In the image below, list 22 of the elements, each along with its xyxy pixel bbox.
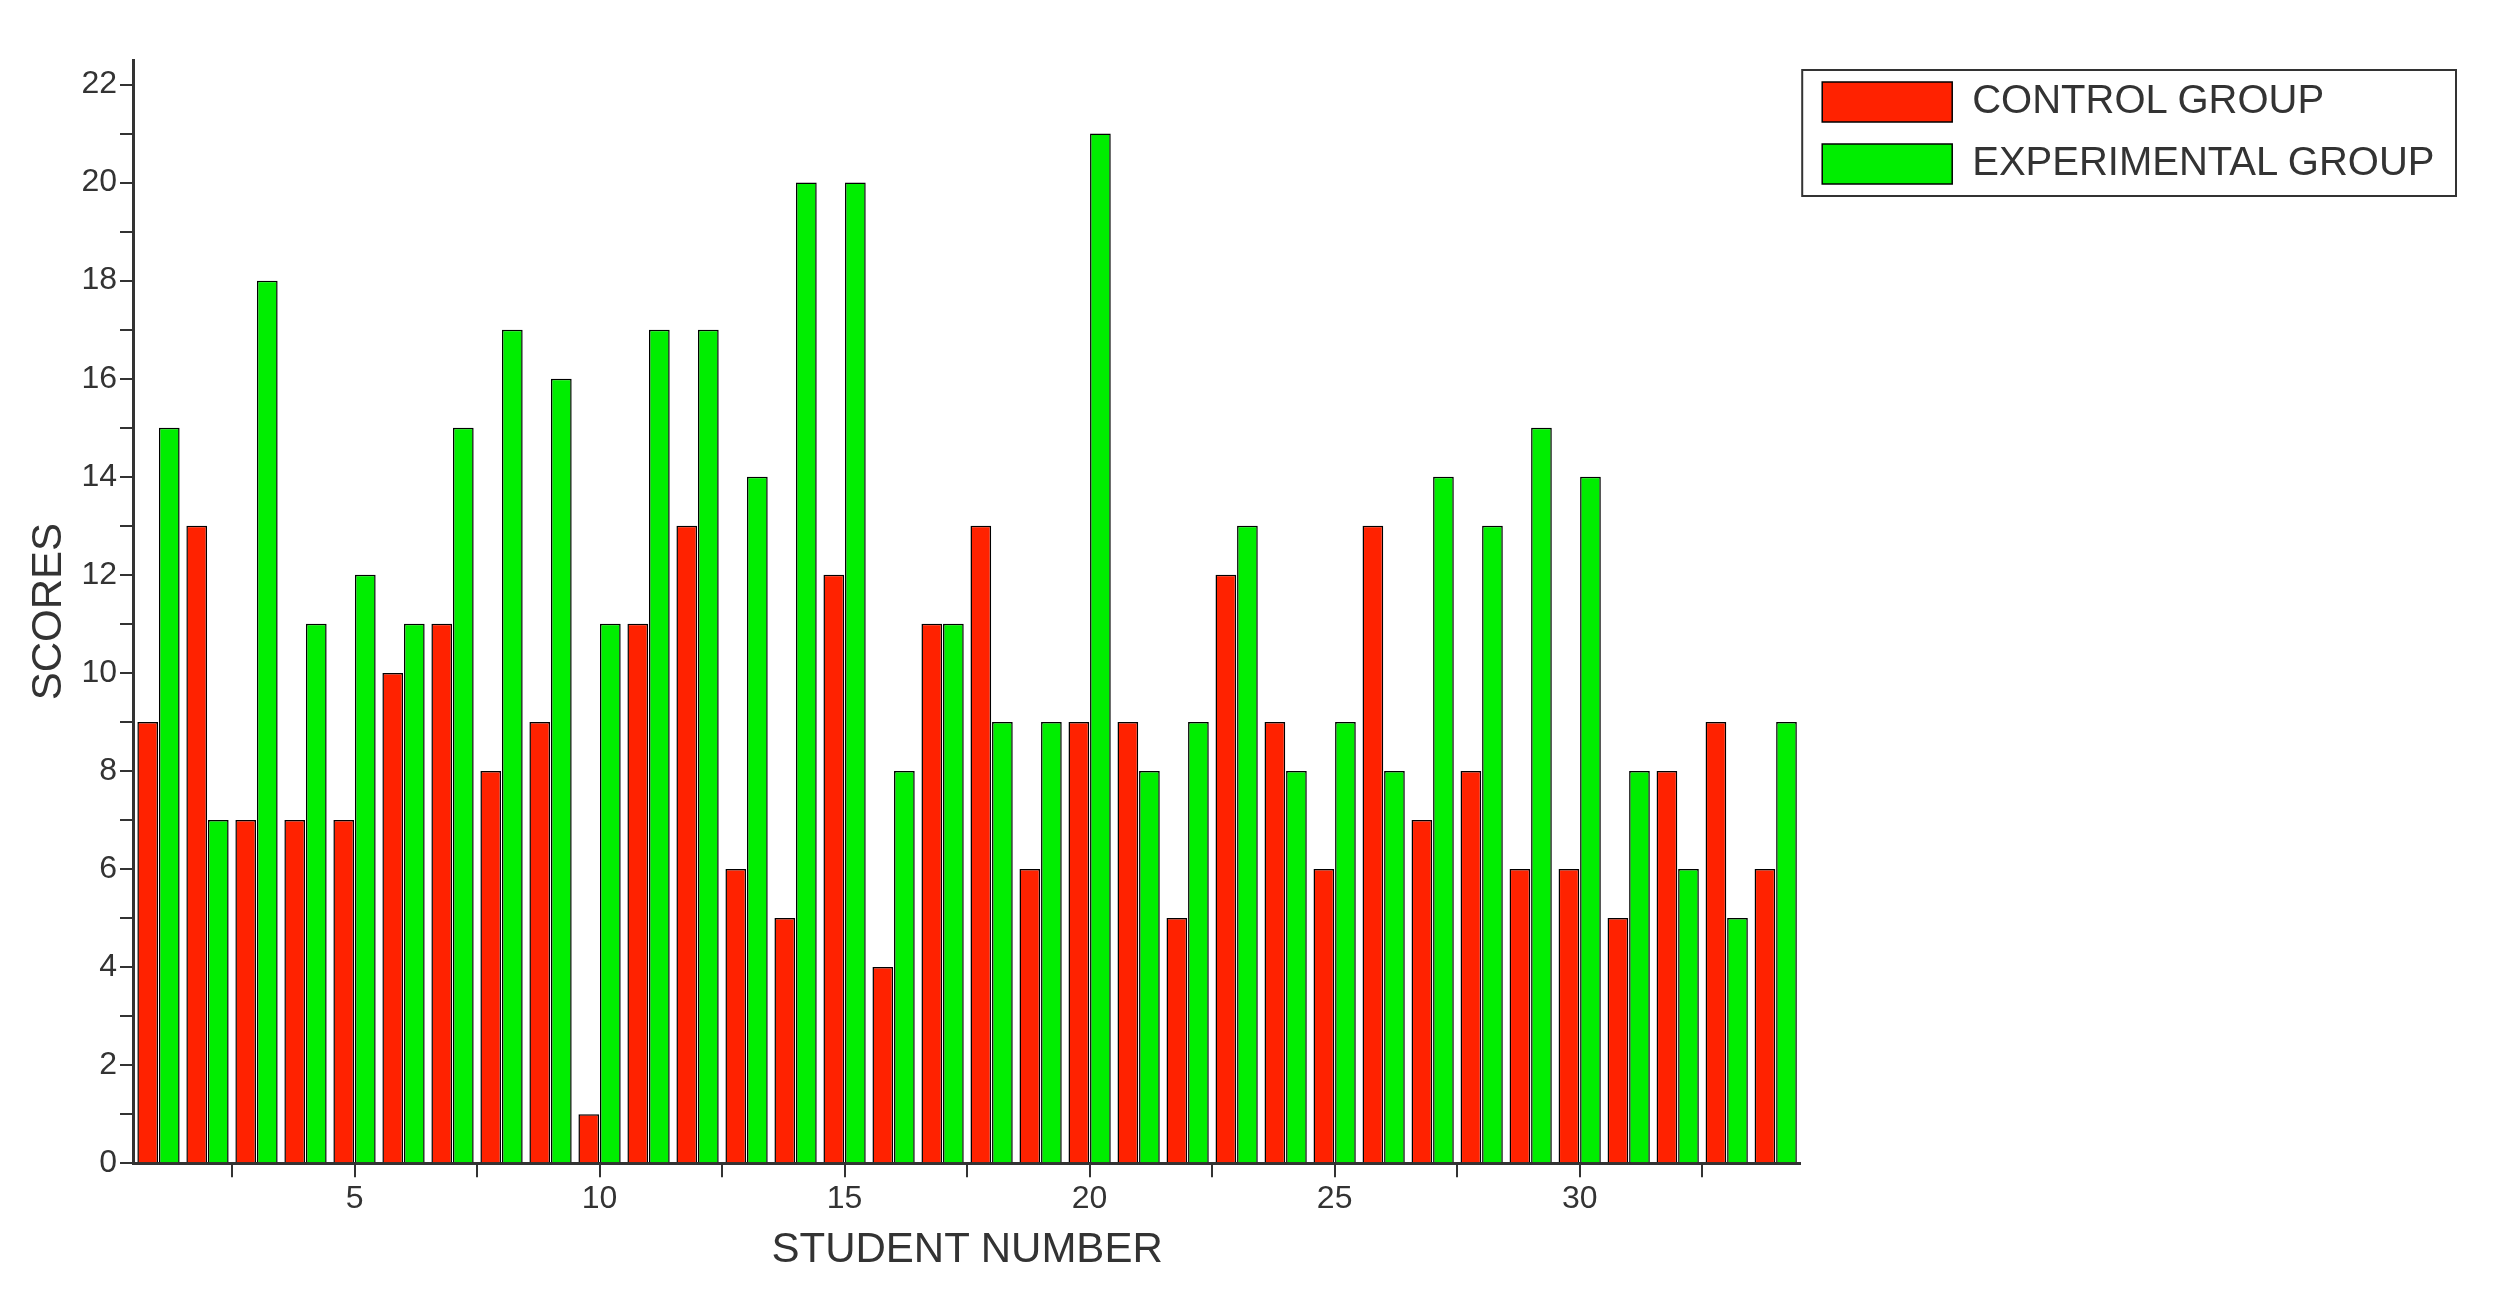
y-tick-label: 22	[81, 64, 117, 101]
x-tick-label: 25	[1316, 1179, 1353, 1216]
y-tick-label: 20	[81, 162, 117, 199]
y-tick-label: 4	[99, 946, 117, 983]
x-axis-title: STUDENT NUMBER	[771, 1224, 1163, 1272]
y-tick-label: 18	[81, 260, 117, 297]
y-tick-label: 2	[99, 1044, 117, 1081]
legend-label: EXPERIMENTAL GROUP	[1972, 139, 2435, 184]
y-tick-label: 16	[81, 358, 117, 395]
x-tick-label: 30	[1561, 1179, 1598, 1216]
y-tick-label: 14	[81, 456, 117, 493]
legend-label: CONTROL GROUP	[1972, 77, 2325, 122]
x-tick-label: 20	[1071, 1179, 1108, 1216]
y-tick-label: 6	[99, 848, 117, 885]
y-tick-label: 12	[81, 554, 117, 591]
y-tick-label: 0	[99, 1143, 117, 1180]
x-tick-label: 10	[581, 1179, 618, 1216]
x-tick-label: 5	[345, 1179, 364, 1216]
x-tick-label: 15	[826, 1179, 863, 1216]
y-tick-label: 10	[81, 652, 117, 689]
y-tick-label: 8	[99, 750, 117, 787]
y-axis-title: SCORES	[22, 522, 70, 701]
